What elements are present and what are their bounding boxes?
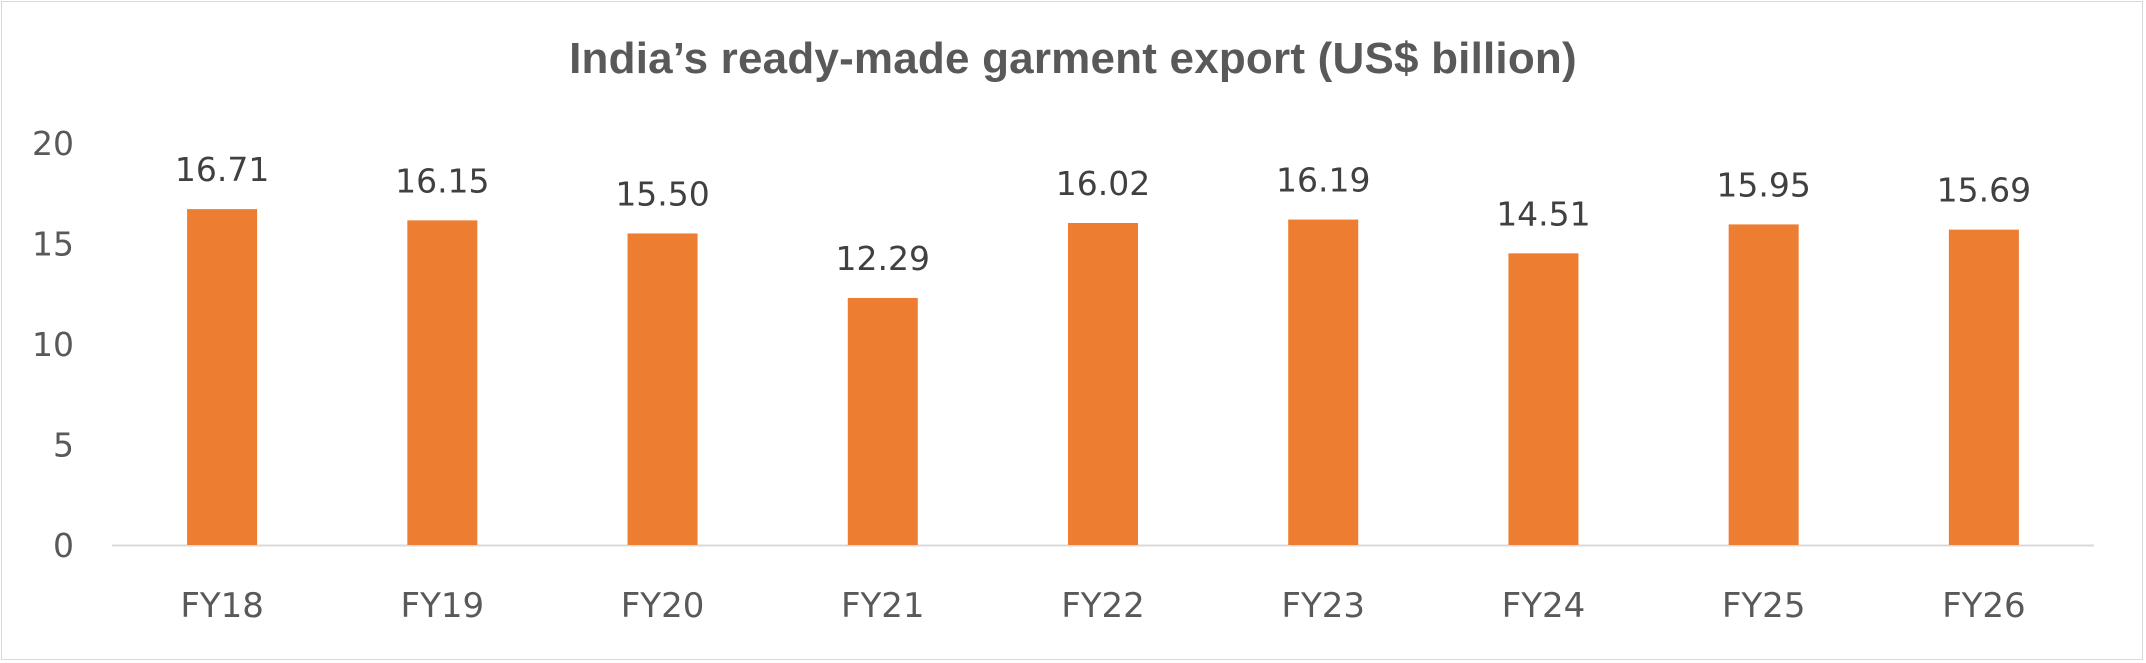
data-label-fy19: 16.15 bbox=[395, 161, 489, 200]
y-tick-label: 20 bbox=[32, 124, 74, 163]
data-label-fy18: 16.71 bbox=[175, 150, 269, 189]
bar-fy23 bbox=[1288, 219, 1359, 545]
x-axis-category-labels: FY18 FY19 FY20 FY21 FY22 FY23 FY24 FY25 FY26 bbox=[180, 586, 2025, 626]
y-axis-tick-labels: 0 5 10 15 20 bbox=[32, 124, 74, 565]
x-tick-label-fy22: FY22 bbox=[1061, 586, 1145, 626]
y-tick-label: 0 bbox=[53, 526, 74, 565]
data-label-fy25: 15.95 bbox=[1716, 165, 1810, 204]
data-label-fy21: 12.29 bbox=[836, 239, 930, 278]
bar-fy21 bbox=[847, 297, 918, 545]
bar-fy25 bbox=[1728, 224, 1799, 545]
x-tick-label-fy26: FY26 bbox=[1942, 586, 2026, 626]
data-label-fy24: 14.51 bbox=[1496, 194, 1590, 233]
y-tick-label: 15 bbox=[32, 225, 74, 264]
x-tick-label-fy23: FY23 bbox=[1281, 586, 1365, 626]
data-label-fy20: 15.50 bbox=[615, 174, 709, 213]
data-label-fy23: 16.19 bbox=[1276, 161, 1370, 200]
x-tick-label-fy21: FY21 bbox=[841, 586, 925, 626]
bars bbox=[187, 209, 2019, 546]
bar-fy18 bbox=[187, 209, 258, 545]
y-tick-label: 5 bbox=[53, 426, 74, 465]
data-label-fy22: 16.02 bbox=[1056, 164, 1150, 203]
bar-fy24 bbox=[1508, 253, 1579, 545]
bar-fy19 bbox=[407, 220, 478, 545]
x-tick-label-fy20: FY20 bbox=[621, 586, 705, 626]
x-tick-label-fy24: FY24 bbox=[1502, 586, 1586, 626]
x-tick-label-fy25: FY25 bbox=[1722, 586, 1806, 626]
data-labels: 16.71 16.15 15.50 12.29 16.02 16.19 14.51 15.95… bbox=[175, 150, 2031, 278]
x-tick-label-fy18: FY18 bbox=[180, 586, 264, 626]
bar-fy26 bbox=[1948, 229, 2019, 546]
data-label-fy26: 15.69 bbox=[1937, 171, 2031, 210]
y-tick-label: 10 bbox=[32, 325, 74, 364]
x-tick-label-fy19: FY19 bbox=[401, 586, 485, 626]
chart-title: India’s ready-made garment export (US$ b… bbox=[569, 34, 1577, 83]
bar-fy22 bbox=[1068, 222, 1138, 546]
bar-fy20 bbox=[627, 233, 698, 545]
